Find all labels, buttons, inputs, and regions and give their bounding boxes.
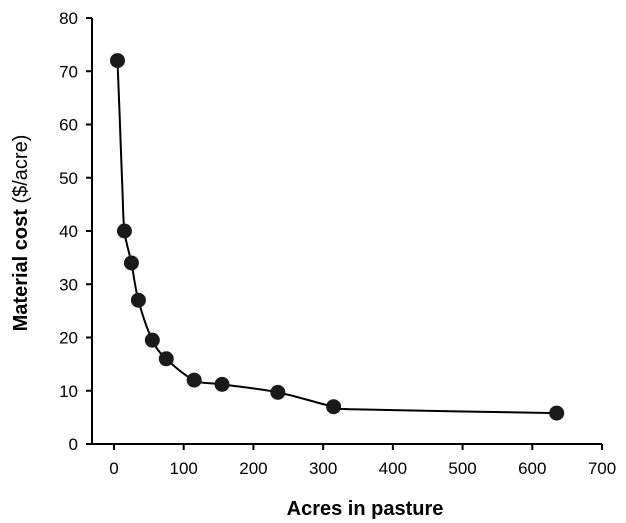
y-tick-label: 60 bbox=[59, 116, 78, 135]
x-axis-title: Acres in pasture bbox=[287, 498, 444, 520]
y-tick-label: 50 bbox=[59, 169, 78, 188]
data-points bbox=[109, 53, 565, 421]
data-point bbox=[109, 53, 125, 69]
x-tick-label: 100 bbox=[170, 459, 198, 478]
x-tick-label: 500 bbox=[448, 459, 476, 478]
y-tick-label: 80 bbox=[59, 9, 78, 28]
trend-curve bbox=[116, 60, 557, 415]
data-point bbox=[144, 332, 160, 348]
x-tick-label: 700 bbox=[588, 459, 616, 478]
y-axis-title: Material cost ($/acre) bbox=[10, 135, 32, 332]
x-tick-label: 600 bbox=[518, 459, 546, 478]
data-point bbox=[158, 351, 174, 367]
y-tick-label: 20 bbox=[59, 329, 78, 348]
y-tick-label: 70 bbox=[59, 62, 78, 81]
data-point bbox=[326, 399, 342, 415]
y-axis-ticks: 0 10 20 30 40 50 60 70 80 bbox=[59, 9, 92, 454]
data-point bbox=[214, 376, 230, 392]
x-tick-label: 400 bbox=[379, 459, 407, 478]
y-tick-label: 0 bbox=[69, 435, 78, 454]
data-point bbox=[123, 255, 139, 271]
y-tick-label: 40 bbox=[59, 222, 78, 241]
y-axis-title-unit: ($/acre) bbox=[10, 135, 32, 209]
data-point bbox=[549, 405, 565, 421]
x-tick-label: 300 bbox=[309, 459, 337, 478]
x-tick-label: 200 bbox=[239, 459, 267, 478]
data-point bbox=[116, 223, 132, 239]
x-axis-ticks: 0 100 200 300 400 500 600 700 bbox=[109, 444, 616, 478]
axes bbox=[91, 18, 602, 445]
y-tick-label: 10 bbox=[59, 382, 78, 401]
y-axis-title-main: Material cost bbox=[10, 209, 32, 332]
data-point bbox=[186, 372, 202, 388]
x-tick-label: 0 bbox=[109, 459, 118, 478]
data-point bbox=[270, 384, 286, 400]
data-point bbox=[130, 292, 146, 308]
y-tick-label: 30 bbox=[59, 275, 78, 294]
